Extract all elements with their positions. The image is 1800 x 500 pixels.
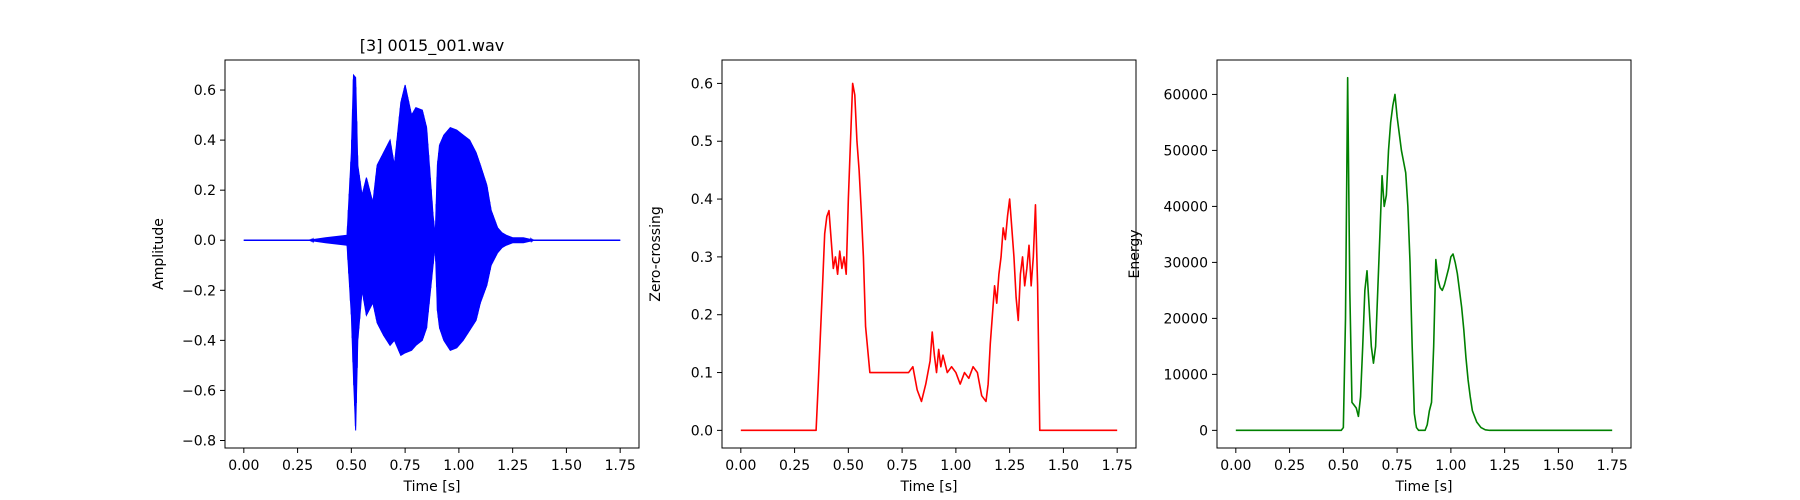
amplitude-ytick-label: 0.2 (194, 183, 216, 199)
amplitude-axes-frame (224, 59, 640, 449)
zero-crossing-xtick-label: 0.75 (887, 458, 918, 474)
energy-xtick-label: 0.50 (1328, 458, 1359, 474)
amplitude-ytick-label: 0.0 (194, 233, 216, 249)
zero-crossing-xlabel: Time [s] (900, 479, 958, 495)
amplitude-xtick-label: 1.00 (443, 458, 474, 474)
zero-crossing-xtick-label: 1.50 (1048, 458, 1079, 474)
amplitude-ylabel: Amplitude (151, 218, 167, 290)
zero-crossing-ytick-label: 0.2 (691, 308, 713, 324)
zero-crossing-ytick-label: 0.0 (691, 423, 713, 439)
amplitude-xtick-label: 1.50 (551, 458, 582, 474)
zero-crossing-xtick-label: 1.00 (940, 458, 971, 474)
zero-crossing-plot-area (740, 82, 1118, 432)
zero-crossing-xtick-label: 1.75 (1102, 458, 1133, 474)
energy-ytick-label: 30000 (1163, 255, 1208, 271)
energy-xlabel: Time [s] (1395, 479, 1453, 495)
amplitude-waveform-line (243, 75, 621, 427)
zero-crossing-xtick-label: 0.50 (833, 458, 864, 474)
zero-crossing-ytick-label: 0.6 (691, 76, 713, 92)
zero-crossing-ytick-label: 0.1 (691, 366, 713, 382)
energy-xtick-label: 0.75 (1382, 458, 1413, 474)
zero-crossing-ytick-label: 0.4 (691, 192, 713, 208)
energy-axes-frame (1216, 59, 1632, 449)
zero-crossing-ytick-label: 0.3 (691, 250, 713, 266)
energy-xtick-label: 0.00 (1220, 458, 1251, 474)
amplitude-plot-area (243, 73, 621, 431)
amplitude-title: [3] 0015_001.wav (360, 36, 504, 56)
amplitude-xtick-label: 1.75 (605, 458, 636, 474)
energy-panel: 0.00 0.25 0.50 0.75 1.00 1.25 1.50 1.75 0 10000 20… (1127, 59, 1632, 495)
energy-ytick-label: 50000 (1163, 143, 1208, 159)
amplitude-xtick-label: 0.75 (390, 458, 421, 474)
amplitude-ytick-label: 0.6 (194, 83, 216, 99)
energy-ytick-label: 40000 (1163, 199, 1208, 215)
energy-xtick-label: 1.50 (1543, 458, 1574, 474)
zero-crossing-axes-frame (721, 59, 1137, 449)
zero-crossing-xtick-label: 0.25 (779, 458, 810, 474)
zero-crossing-xtick-label: 0.00 (725, 458, 756, 474)
amplitude-xtick-label: 0.00 (228, 458, 259, 474)
energy-ytick-label: 0 (1199, 423, 1208, 439)
energy-ytick-label: 60000 (1163, 87, 1208, 103)
energy-xtick-label: 1.25 (1489, 458, 1520, 474)
energy-xtick-label: 0.25 (1274, 458, 1305, 474)
amplitude-ytick-label: −0.8 (182, 433, 216, 449)
zero-crossing-ytick-label: 0.5 (691, 134, 713, 150)
energy-ytick-label: 20000 (1163, 311, 1208, 327)
amplitude-xtick-label: 1.25 (497, 458, 528, 474)
zero-crossing-panel: 0.00 0.25 0.50 0.75 1.00 1.25 1.50 1.75 0.0 0.1 0.… (648, 59, 1137, 495)
energy-xtick-label: 1.75 (1597, 458, 1628, 474)
amplitude-ytick-label: 0.4 (194, 133, 216, 149)
zero-crossing-xtick-label: 1.25 (994, 458, 1025, 474)
energy-series-line (1235, 76, 1613, 432)
amplitude-panel: 0.00 0.25 0.50 0.75 1.00 1.25 1.50 1.75 −0.8 −0.6… (151, 36, 640, 495)
energy-plot-area (1235, 76, 1613, 432)
amplitude-xlabel: Time [s] (403, 479, 461, 495)
amplitude-ytick-label: −0.6 (182, 383, 216, 399)
zero-crossing-series-line (740, 82, 1118, 432)
amplitude-xtick-label: 0.50 (336, 458, 367, 474)
zero-crossing-ylabel: Zero-crossing (648, 206, 664, 301)
energy-ylabel: Energy (1127, 229, 1143, 278)
energy-ytick-label: 10000 (1163, 367, 1208, 383)
amplitude-ytick-label: −0.4 (182, 333, 216, 349)
amplitude-ytick-label: −0.2 (182, 283, 216, 299)
energy-xtick-label: 1.00 (1435, 458, 1466, 474)
amplitude-xtick-label: 0.25 (282, 458, 313, 474)
